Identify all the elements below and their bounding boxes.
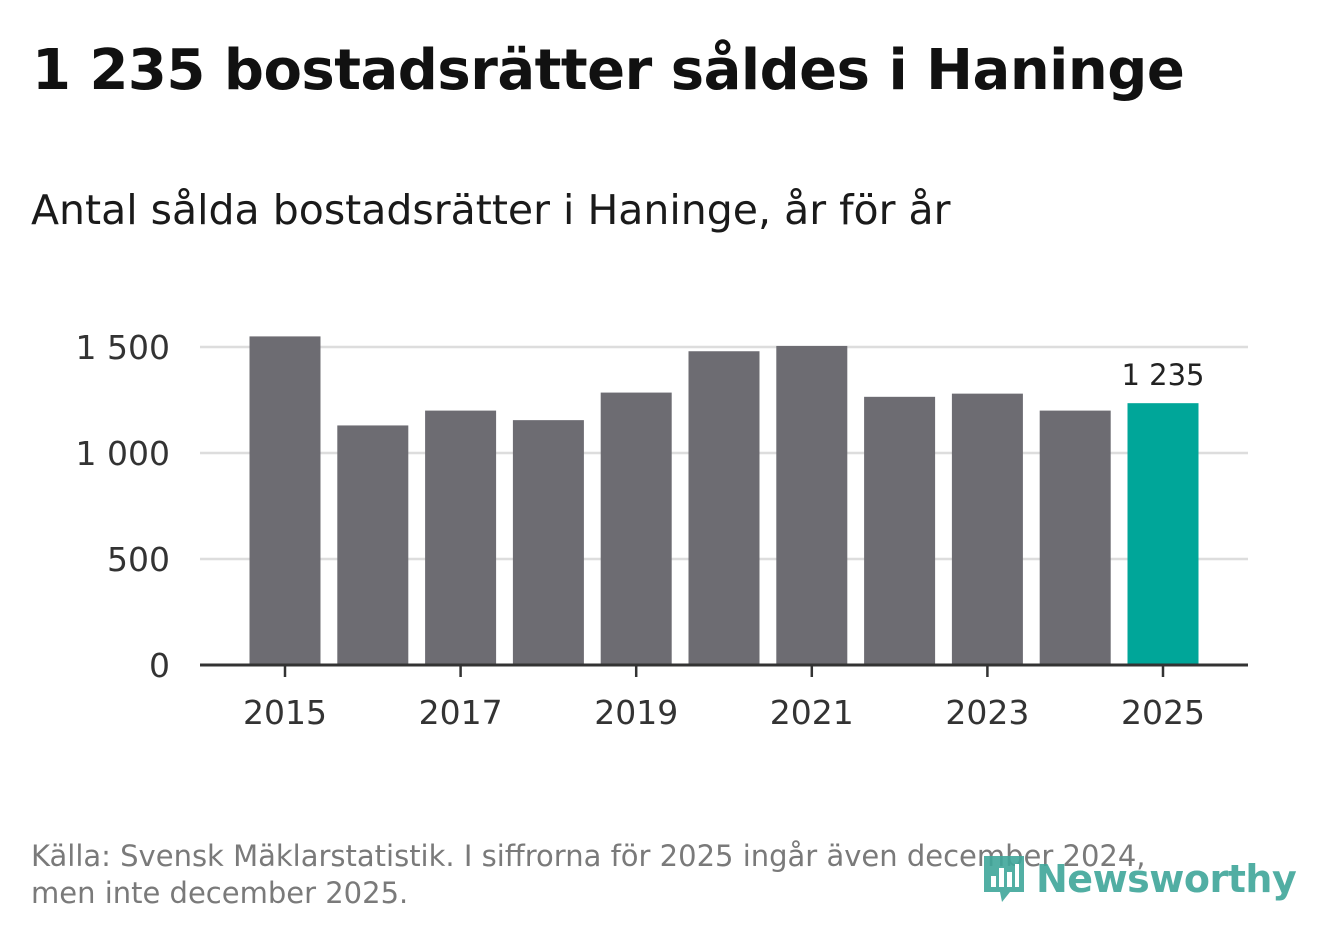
source-note-line-2: men inte december 2025. [31, 876, 409, 910]
source-note-line-1: Källa: Svensk Mäklarstatistik. I siffror… [31, 839, 1146, 873]
newsworthy-logo: Newsworthy [980, 852, 1297, 906]
y-tick-label: 0 [149, 646, 170, 685]
bar-2023 [951, 393, 1023, 665]
x-tick-label: 2023 [945, 693, 1029, 732]
source-note: Källa: Svensk Mäklarstatistik. I siffror… [31, 838, 1221, 912]
bar-2022 [864, 396, 936, 665]
bar-2025 [1127, 403, 1199, 665]
x-tick-label: 2015 [243, 693, 327, 732]
x-tick-label: 2025 [1121, 693, 1205, 732]
logo-text: Newsworthy [1036, 857, 1297, 901]
bar-2019 [600, 392, 672, 665]
y-tick-label: 1 000 [76, 434, 170, 473]
bar-2015 [249, 336, 321, 665]
x-tick-label: 2019 [594, 693, 678, 732]
x-tick-label: 2021 [770, 693, 854, 732]
bar-chart-icon [984, 856, 1024, 902]
chart-title: 1 235 bostadsrätter såldes i Haninge [32, 38, 1185, 103]
bar-2024 [1039, 410, 1111, 665]
y-tick-label: 500 [107, 540, 170, 579]
bar-2018 [512, 420, 584, 665]
bar-2016 [337, 425, 409, 665]
bar-2020 [688, 351, 760, 665]
bar-2017 [425, 410, 497, 665]
x-tick-label: 2017 [419, 693, 503, 732]
bar-2021 [776, 345, 848, 665]
data-label: 1 235 [1121, 358, 1204, 392]
y-tick-label: 1 500 [76, 328, 170, 367]
chart-subtitle: Antal sålda bostadsrätter i Haninge, år … [31, 186, 951, 234]
